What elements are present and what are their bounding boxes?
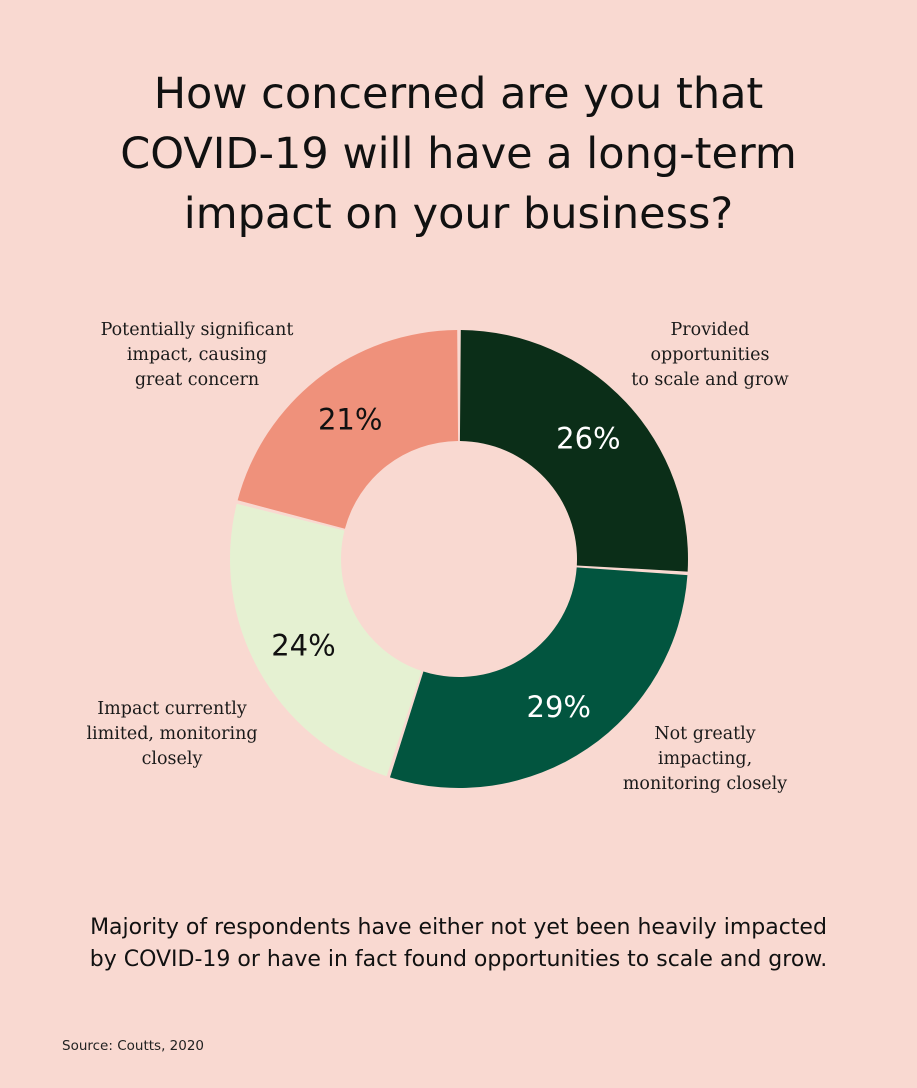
title-line: How concerned are you that xyxy=(153,69,764,119)
summary-line: Majority of respondents have either not … xyxy=(90,915,827,940)
slice-value-significant-impact: 21% xyxy=(318,403,382,437)
donut-slice-impact-limited xyxy=(229,503,422,777)
summary-text: Majority of respondents have either not … xyxy=(0,912,917,976)
source-note: Source: Coutts, 2020 xyxy=(62,1038,205,1054)
slice-label-significant-impact: Potentially significant impact, causing … xyxy=(100,320,294,390)
chart-title: How concerned are you that COVID-19 will… xyxy=(0,64,917,244)
title-line: COVID-19 will have a long-term xyxy=(120,129,797,179)
summary-line: by COVID-19 or have in fact found opport… xyxy=(89,947,828,972)
slice-value-provided-opportunities: 26% xyxy=(556,421,620,455)
slice-label-not-greatly-impacting: Not greatly impacting, monitoring closel… xyxy=(622,724,788,794)
donut-slice-not-greatly-impacting xyxy=(389,567,688,788)
donut-slice-provided-opportunities xyxy=(459,330,688,572)
title-line: impact on your business? xyxy=(183,189,734,239)
slice-value-not-greatly-impacting: 29% xyxy=(527,690,591,724)
slice-label-provided-opportunities: Provided opportunities to scale and grow xyxy=(631,320,789,390)
donut-slice-significant-impact xyxy=(237,330,459,529)
slice-value-impact-limited: 24% xyxy=(271,629,335,663)
slice-label-impact-limited: Impact currently limited, monitoring clo… xyxy=(86,699,258,769)
